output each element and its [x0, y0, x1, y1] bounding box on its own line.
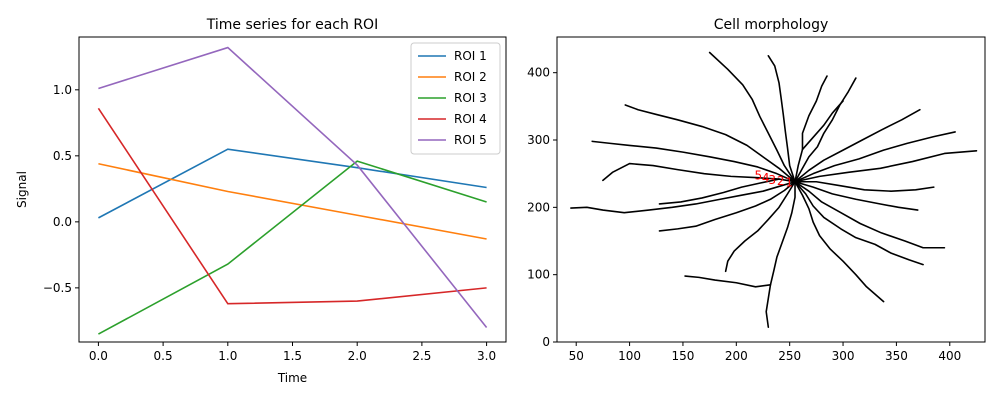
y-tick-label: −0.5: [43, 281, 72, 295]
legend: ROI 1 ROI 2 ROI 3 ROI 4 ROI 5: [410, 42, 501, 155]
roi-label-2: 2: [777, 174, 785, 188]
dendrite-branch: [724, 180, 796, 273]
series-line-roi-5: [98, 46, 488, 328]
dendrite-branch: [602, 162, 796, 183]
x-tick-label: 300: [832, 349, 855, 363]
x-tick-label: 0.0: [89, 349, 108, 363]
dendrite-branch: [684, 275, 772, 288]
morphology-ticks: 50 100 150 200 250 300 350 400 0 100 200 300 400: [527, 66, 961, 363]
series-line-roi-4: [97, 107, 487, 305]
dendrite-branch: [658, 180, 796, 232]
dendrite-branch: [794, 180, 946, 249]
y-tick-label: 0.5: [53, 149, 72, 163]
dendrite-branch: [708, 51, 796, 183]
dendrite-branch: [570, 180, 796, 214]
time-series-ticks: 0.0 0.5 1.0 1.5 2.0 2.5 3.0 −0.5 0.0 0.5 1.0: [43, 83, 496, 363]
dendrite-branch: [794, 180, 919, 211]
dendrite-branch: [801, 100, 844, 151]
dendrite-branch: [765, 180, 796, 328]
dendrite-branch: [794, 75, 828, 183]
legend-entry: ROI 2: [454, 70, 487, 84]
x-tick-label: 1.5: [283, 349, 302, 363]
dendrite-branch: [591, 140, 796, 183]
x-tick-label: 100: [618, 349, 641, 363]
x-tick-label: 1.0: [218, 349, 237, 363]
x-tick-label: 2.0: [348, 349, 367, 363]
dendrite-branch: [794, 149, 978, 183]
x-tick-label: 150: [671, 349, 694, 363]
series-line-roi-2: [98, 162, 487, 240]
legend-entry: ROI 5: [454, 133, 487, 147]
x-tick-label: 200: [725, 349, 748, 363]
y-tick-label: 0: [542, 335, 550, 349]
time-series-ylabel: Signal: [15, 171, 29, 208]
y-tick-label: 300: [527, 133, 550, 147]
y-tick-label: 400: [527, 66, 550, 80]
y-tick-label: 1.0: [53, 83, 72, 97]
dendrite-branch: [794, 180, 924, 266]
time-series-lines: [97, 46, 488, 335]
time-series-xlabel: Time: [277, 371, 307, 385]
legend-entry: ROI 3: [454, 91, 487, 105]
time-series-frame: [78, 36, 507, 343]
legend-entry: ROI 4: [454, 112, 487, 126]
dendrite-branch: [794, 180, 935, 192]
series-line-roi-3: [98, 160, 487, 335]
y-tick-label: 200: [527, 200, 550, 214]
roi-label-5: 5: [754, 169, 762, 183]
time-series-title: Time series for each ROI: [206, 17, 378, 33]
x-tick-label: 350: [885, 349, 908, 363]
x-tick-label: 0.5: [154, 349, 173, 363]
time-series-panel: Time series for each ROI 0.0 0.5 1.0 1.5 2.0…: [15, 17, 507, 385]
x-tick-label: 400: [938, 349, 961, 363]
morphology-frame: [556, 36, 986, 343]
dendrite-branch: [794, 180, 885, 303]
legend-box: [410, 42, 501, 155]
x-tick-label: 250: [778, 349, 801, 363]
series-line-roi-1: [98, 148, 487, 219]
x-tick-label: 2.5: [412, 349, 431, 363]
roi-label-4: 4: [762, 171, 770, 185]
morphology-title: Cell morphology: [714, 17, 829, 33]
x-tick-label: 3.0: [477, 349, 496, 363]
y-tick-label: 0.0: [53, 215, 72, 229]
roi-label-1: 1: [785, 175, 793, 189]
dendrite-branch: [624, 104, 796, 183]
dendrite-branch: [794, 77, 857, 183]
y-tick-label: 100: [527, 268, 550, 282]
dendrite-branch: [658, 178, 780, 205]
morphology-traces: [570, 51, 978, 328]
legend-entry: ROI 1: [454, 49, 487, 63]
dendrite-branch: [794, 131, 956, 183]
dendrite-branch: [794, 108, 921, 183]
roi-label-3: 3: [768, 173, 776, 187]
x-tick-label: 50: [569, 349, 584, 363]
dendrite-branch: [767, 55, 796, 183]
